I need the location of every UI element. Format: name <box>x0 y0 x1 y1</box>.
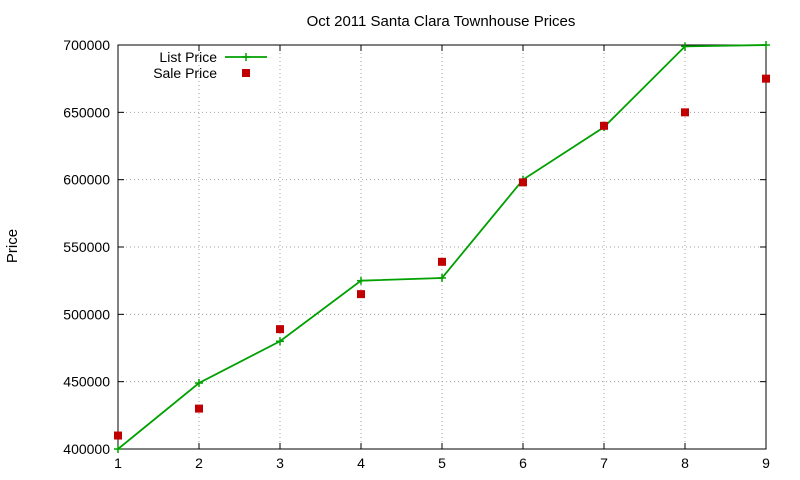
data-point <box>195 404 203 413</box>
y-tick-label: 450000 <box>63 374 110 390</box>
legend-item: List Price <box>159 49 267 65</box>
data-point <box>600 121 608 130</box>
legend-marker <box>242 53 250 61</box>
series-layer <box>114 41 770 453</box>
series-list-price <box>114 41 770 453</box>
grid-lines <box>118 45 766 449</box>
y-tick-label: 700000 <box>63 37 110 53</box>
data-point <box>195 379 203 388</box>
y-tick-label: 550000 <box>63 239 110 255</box>
data-point <box>276 337 284 346</box>
y-axis-label: Price <box>4 229 21 263</box>
x-tick-label: 4 <box>357 455 365 471</box>
legend-label: Sale Price <box>153 65 217 81</box>
chart-title: Oct 2011 Santa Clara Townhouse Prices <box>307 13 576 30</box>
y-tick-label: 650000 <box>63 104 110 120</box>
data-point <box>114 431 122 440</box>
data-point <box>357 290 365 299</box>
axis-ticks: 400000 450000 500000 550000 600000 650000 7000… <box>63 37 770 471</box>
data-point <box>357 276 365 285</box>
data-point <box>762 74 770 83</box>
data-point <box>762 41 770 49</box>
plot-border <box>117 44 767 450</box>
legend-item: Sale Price <box>153 65 250 81</box>
series-sale-price <box>114 74 770 440</box>
data-point <box>438 257 446 266</box>
legend-marker <box>242 69 250 77</box>
x-tick-label: 3 <box>276 455 284 471</box>
y-tick-label: 600000 <box>63 172 110 188</box>
legend-label: List Price <box>159 49 217 65</box>
x-tick-label: 1 <box>114 455 122 471</box>
y-tick-label: 500000 <box>63 306 110 322</box>
x-tick-label: 5 <box>438 455 446 471</box>
data-point <box>681 42 689 51</box>
y-tick-label: 400000 <box>63 441 110 457</box>
data-point <box>519 178 527 187</box>
x-tick-label: 6 <box>519 455 527 471</box>
data-point <box>276 325 284 334</box>
data-point <box>438 273 446 282</box>
x-tick-label: 8 <box>681 455 689 471</box>
x-tick-label: 9 <box>762 455 770 471</box>
x-tick-label: 7 <box>600 455 608 471</box>
x-tick-label: 2 <box>195 455 203 471</box>
data-point <box>681 108 689 117</box>
data-point <box>114 445 122 453</box>
